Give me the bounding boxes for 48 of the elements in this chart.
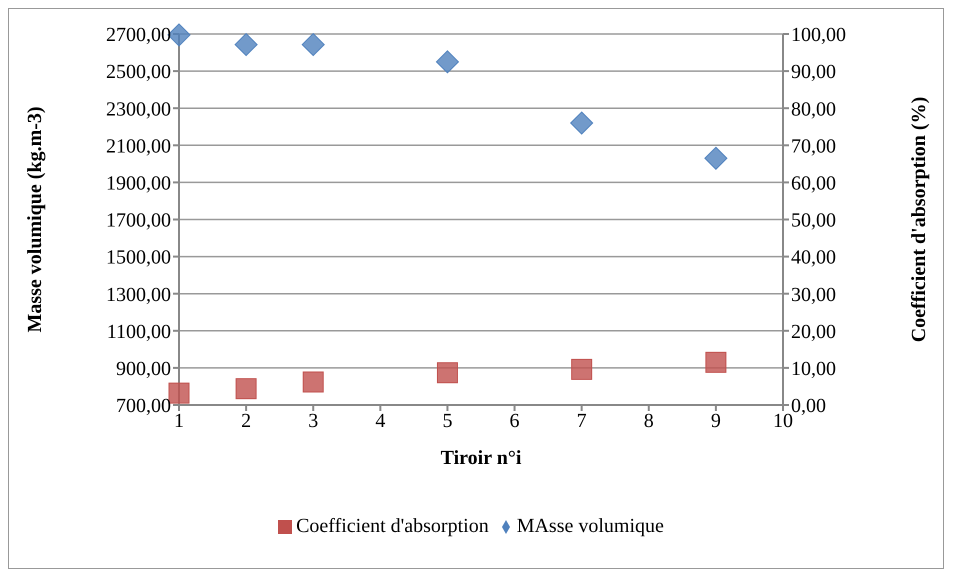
x-tick-label: 1	[174, 410, 184, 432]
y2-tick-label: 90,00	[791, 61, 836, 84]
x-axis-title: Tiroir n°i	[440, 447, 522, 470]
x-tick-label: 2	[241, 410, 252, 432]
y2-tick-label: 50,00	[791, 210, 836, 232]
point	[236, 378, 257, 400]
point	[302, 33, 325, 56]
y-tick-label: 1700,00	[106, 210, 171, 232]
y2-tick-label: 40,00	[791, 246, 836, 269]
y-tick-label: 2100,00	[106, 135, 171, 158]
x-tick-label: 5	[442, 410, 452, 432]
y2-tick-label: 100,00	[791, 24, 846, 46]
point	[705, 352, 726, 373]
x-tick-label: 4	[375, 410, 386, 432]
point	[571, 358, 592, 380]
y-tick-label: 900,00	[116, 358, 171, 380]
y-tick-label: 2500,00	[106, 61, 171, 84]
y-tick-label: 700,00	[116, 395, 171, 418]
x-tick-label: 9	[710, 410, 721, 432]
y2-tick-label: 70,00	[791, 135, 836, 158]
y2-tick-label: 10,00	[791, 358, 836, 380]
x-tick-label: 6	[510, 410, 520, 432]
x-tick-label: 7	[576, 410, 587, 432]
legend-label: Coefficient d'absorption	[296, 515, 489, 537]
y-tick-label: 1100,00	[106, 320, 171, 343]
y2-tick-label: 60,00	[791, 172, 836, 194]
y-tick-label: 1500,00	[106, 246, 171, 269]
point	[436, 50, 459, 74]
point	[168, 382, 190, 404]
y-axis-title: Masse volumique (kg.m-3)	[24, 106, 46, 333]
y2-tick-label: 0,00	[791, 395, 826, 418]
y-tick-label: 1900,00	[106, 172, 171, 194]
y-tick-label: 1300,00	[106, 284, 171, 306]
y2-tick-label: 20,00	[791, 320, 836, 343]
y2-tick-label: 80,00	[791, 98, 836, 120]
y2-tick-label: 30,00	[791, 284, 836, 306]
y-tick-label: 2700,00	[106, 24, 171, 46]
x-tick-label: 10	[773, 410, 793, 432]
y2-axis-title: Coefficient d'absorption (%)	[908, 96, 930, 342]
x-tick-label: 3	[308, 410, 318, 432]
point	[436, 362, 458, 384]
point	[302, 372, 324, 392]
y-tick-label: 2300,00	[106, 98, 171, 120]
point	[570, 112, 594, 135]
legend-label: MAsse volumique	[516, 515, 664, 537]
x-tick-label: 8	[644, 410, 654, 432]
point	[234, 33, 258, 56]
point	[704, 146, 728, 170]
